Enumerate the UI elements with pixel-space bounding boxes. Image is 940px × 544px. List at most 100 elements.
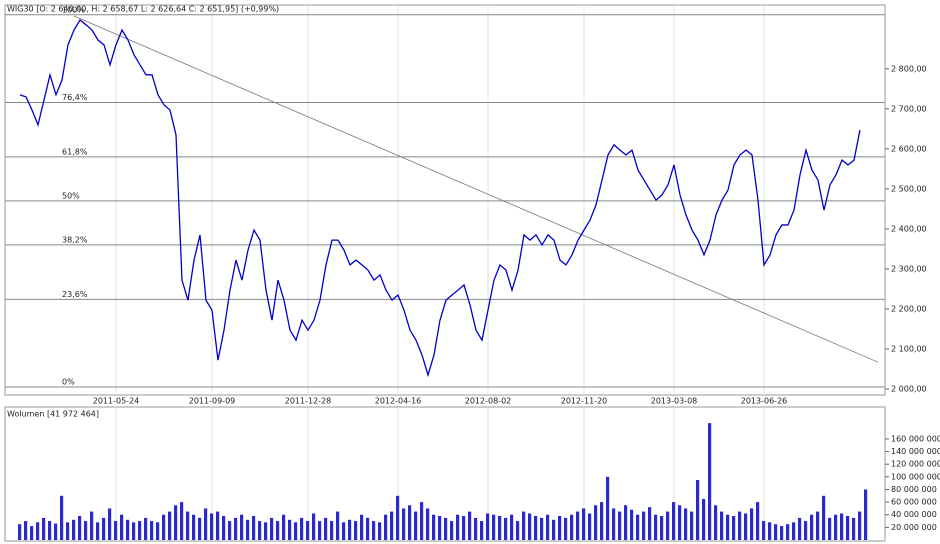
volume-bar (540, 517, 544, 540)
volume-bar (66, 522, 70, 540)
volume-bar (684, 508, 688, 540)
volume-bar (780, 526, 784, 540)
volume-bar (78, 516, 82, 540)
y-tick-label: 40 000 000 (891, 510, 937, 519)
x-tick-label: 2012-04-16 (375, 397, 422, 406)
volume-bar (306, 521, 310, 540)
volume-bar (96, 522, 100, 540)
volume-bar (72, 519, 76, 540)
volume-bar (510, 514, 514, 540)
volume-bar (24, 521, 28, 540)
volume-bar (504, 517, 508, 540)
fib-label: 61,8% (62, 147, 88, 156)
volume-bar (594, 505, 598, 540)
volume-bar (456, 514, 460, 540)
fib-label: 38,2% (62, 235, 88, 244)
volume-bar (528, 513, 532, 540)
volume-bar (246, 519, 250, 540)
volume-bar (408, 505, 412, 540)
volume-bar (348, 519, 352, 540)
volume-bar (210, 513, 214, 540)
volume-bar (450, 521, 454, 540)
fib-label: 0% (62, 377, 75, 386)
volume-bar (600, 502, 604, 540)
volume-bar (222, 516, 226, 540)
volume-bar (480, 521, 484, 540)
volume-bar (354, 521, 358, 540)
volume-panel (4, 406, 886, 542)
volume-bar (18, 524, 22, 540)
volume-bar (774, 524, 778, 540)
y-tick-label: 140 000 000 (891, 447, 940, 456)
volume-bar (672, 502, 676, 540)
volume-bar (162, 514, 166, 540)
volume-bar (240, 514, 244, 540)
volume-bar (402, 508, 406, 540)
volume-bar (180, 502, 184, 540)
y-tick-label: 2 500,00 (891, 184, 927, 193)
volume-bar (660, 516, 664, 540)
volume-bar (330, 521, 334, 540)
volume-bar (468, 511, 472, 540)
volume-bar (648, 507, 652, 540)
volume-bar (864, 489, 868, 540)
volume-bar (366, 517, 370, 540)
volume-bar (516, 521, 520, 540)
volume-bar (258, 521, 262, 540)
volume-bar (324, 517, 328, 540)
volume-bar (846, 516, 850, 540)
volume-bar (336, 511, 340, 540)
y-tick-label: 160 000 000 (891, 434, 940, 443)
volume-bar (708, 423, 712, 540)
x-tick-label: 2013-06-26 (741, 397, 788, 406)
volume-bar (312, 513, 316, 540)
volume-bar (30, 526, 34, 540)
volume-bar (834, 514, 838, 540)
x-tick-label: 2011-12-28 (285, 397, 332, 406)
volume-bar (678, 505, 682, 540)
y-tick-label: 2 200,00 (891, 304, 927, 313)
volume-bar (810, 514, 814, 540)
volume-bar (822, 495, 826, 540)
volume-bar (792, 522, 796, 540)
volume-bar (786, 524, 790, 540)
volume-bar (618, 511, 622, 540)
y-tick-label: 2 800,00 (891, 64, 927, 73)
volume-bar (384, 514, 388, 540)
volume-bar (264, 522, 268, 540)
y-tick-label: 2 600,00 (891, 144, 927, 153)
volume-bar (60, 495, 64, 540)
volume-bar (270, 517, 274, 540)
volume-bar (726, 514, 730, 540)
volume-bar (432, 514, 436, 540)
volume-bar (570, 514, 574, 540)
volume-bar (414, 511, 418, 540)
y-tick-label: 2 400,00 (891, 224, 927, 233)
volume-bar (690, 511, 694, 540)
volume-bar (756, 502, 760, 540)
y-tick-label: 20 000 000 (891, 523, 937, 532)
volume-bar (168, 511, 172, 540)
volume-bar (828, 517, 832, 540)
y-tick-label: 80 000 000 (891, 485, 937, 494)
volume-bar (630, 509, 634, 540)
volume-bar (804, 521, 808, 540)
volume-bar (138, 521, 142, 540)
price-panel (4, 4, 886, 396)
volume-bar (192, 514, 196, 540)
fib-label: 23,6% (62, 290, 88, 299)
y-tick-label: 60 000 000 (891, 498, 937, 507)
x-tick-label: 2013-03-08 (651, 397, 698, 406)
volume-bar (768, 522, 772, 540)
y-tick-label: 100 000 000 (891, 472, 940, 481)
volume-bar (636, 514, 640, 540)
volume-bar (294, 522, 298, 540)
volume-bar (654, 514, 658, 540)
volume-bar (552, 519, 556, 540)
volume-bar (744, 513, 748, 540)
volume-bar (762, 521, 766, 540)
volume-bar (534, 516, 538, 540)
chart-title: WIG30 [O: 2 640,00, H: 2 658,67 L: 2 626… (7, 5, 279, 14)
volume-bar (378, 522, 382, 540)
